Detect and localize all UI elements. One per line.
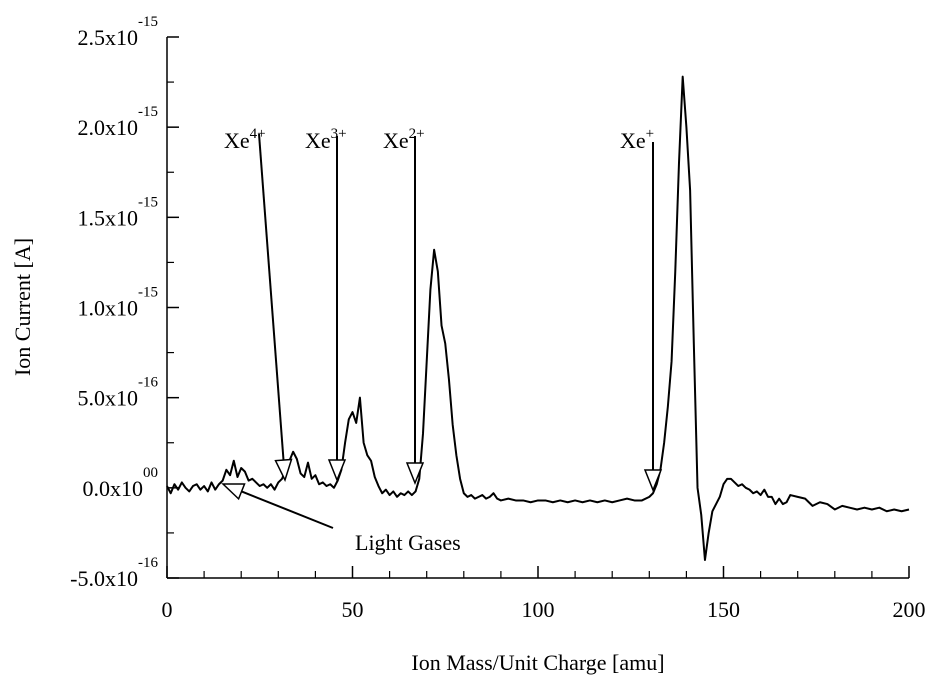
annotation-label: Light Gases <box>355 530 461 555</box>
y-tick-exponent: -15 <box>138 14 158 30</box>
annotation-arrowhead <box>221 483 246 501</box>
y-tick-base: 2.0x10 <box>78 115 139 140</box>
y-tick-base: 5.0x10 <box>78 386 139 411</box>
y-tick-label: -5.0x10-16 <box>70 555 158 591</box>
x-tick-label: 50 <box>342 597 364 622</box>
annotation-label: Xe+ <box>620 126 654 153</box>
y-tick-base: 1.5x10 <box>78 205 139 230</box>
annotation-text: Xe <box>305 128 331 153</box>
y-tick-exponent: -16 <box>138 555 158 571</box>
y-tick-base: 2.5x10 <box>78 25 139 50</box>
annotation-arrow <box>241 490 334 529</box>
y-tick-exponent: -15 <box>138 104 158 120</box>
y-tick-label: 1.5x10-15 <box>78 194 159 230</box>
y-tick-base: 0.0x10 <box>83 476 144 501</box>
annotation-superscript: + <box>646 126 654 142</box>
y-axis-label: Ion Current [A] <box>10 238 35 376</box>
annotation-arrowhead <box>327 459 347 483</box>
annotation-text: Xe <box>224 128 250 153</box>
y-tick-base: -5.0x10 <box>70 566 138 591</box>
x-tick-label: 150 <box>707 597 740 622</box>
y-tick-exponent: -16 <box>138 375 158 391</box>
annotation-superscript: 4+ <box>250 126 266 142</box>
y-tick-label: 1.0x10-15 <box>78 285 159 321</box>
annotation-text: Light Gases <box>355 530 461 555</box>
annotation-text: Xe <box>383 128 409 153</box>
y-tick-exponent: -15 <box>138 194 158 210</box>
data-line <box>166 75 910 561</box>
y-tick-label: 2.0x10-15 <box>78 104 159 140</box>
annotation-arrow <box>258 133 285 461</box>
y-tick-label: 5.0x10-16 <box>78 375 159 411</box>
annotation-arrowhead <box>643 469 663 493</box>
annotation-superscript: 2+ <box>409 126 425 142</box>
x-tick-label: 200 <box>893 597 926 622</box>
y-tick-base: 1.0x10 <box>78 296 139 321</box>
y-tick-exponent: 00 <box>143 465 158 481</box>
y-tick-label: 2.5x10-15 <box>78 14 159 50</box>
annotation-label: Xe3+ <box>305 126 347 153</box>
x-tick-label: 100 <box>522 597 555 622</box>
y-tick-exponent: -15 <box>138 285 158 301</box>
x-tick-label: 0 <box>162 597 173 622</box>
x-axis-label: Ion Mass/Unit Charge [amu] <box>411 650 664 675</box>
annotation-arrowhead <box>274 458 293 483</box>
y-tick-label: 0.0x1000 <box>83 465 159 501</box>
annotation-superscript: 3+ <box>331 126 347 142</box>
annotation-arrowhead <box>405 462 425 486</box>
annotation-text: Xe <box>620 128 646 153</box>
annotation-label: Xe2+ <box>383 126 425 153</box>
annotation-label: Xe4+ <box>224 126 266 153</box>
